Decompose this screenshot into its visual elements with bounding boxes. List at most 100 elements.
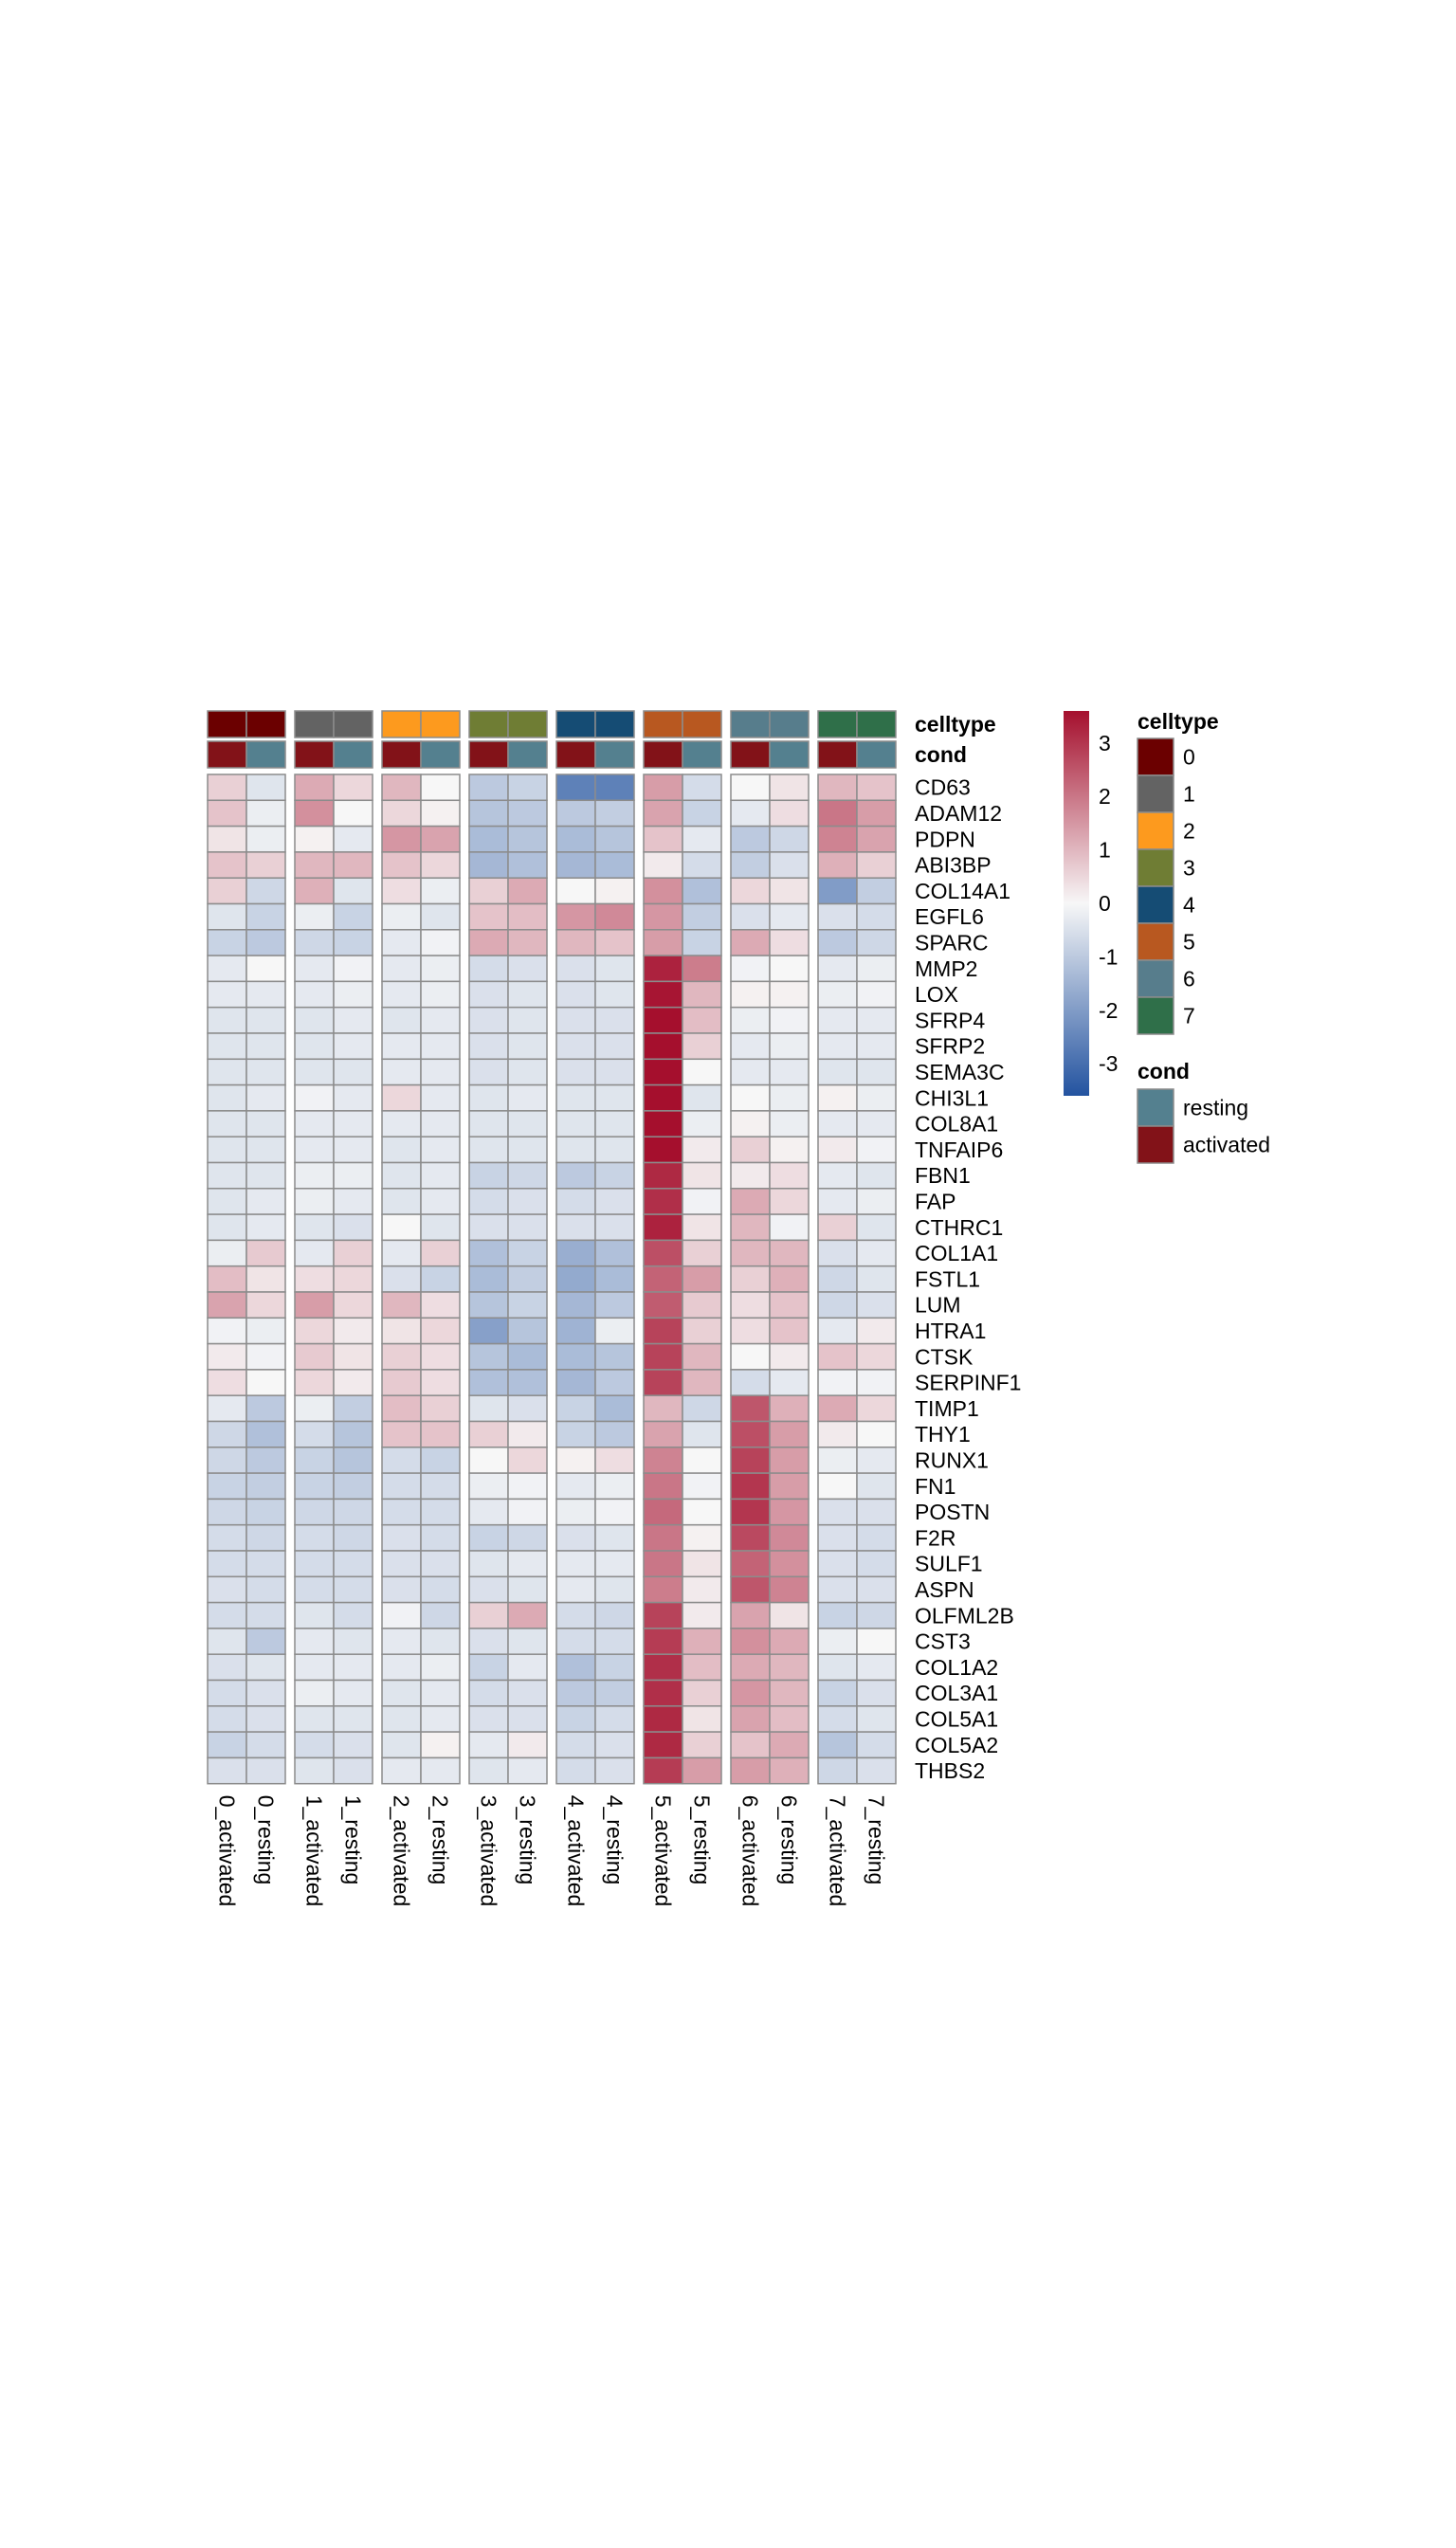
heatmap-cell: [594, 1213, 635, 1242]
celltype-legend-swatch: [1137, 996, 1174, 1035]
heatmap-cell: [730, 1628, 771, 1655]
heatmap-cell: [246, 1420, 286, 1448]
row-label: CHI3L1: [915, 1085, 989, 1110]
heatmap-cell: [769, 825, 810, 853]
row-label: OLFML2B: [915, 1603, 1014, 1628]
heatmap-cell: [730, 1756, 771, 1785]
row-label: FN1: [915, 1474, 956, 1499]
heatmap-cell: [769, 1161, 810, 1190]
heatmap-cell: [594, 1705, 635, 1733]
heatmap-cell: [381, 1136, 422, 1164]
heatmap-cell: [333, 1291, 373, 1320]
celltype-legend-label: 3: [1183, 856, 1195, 881]
heatmap-cell: [468, 1653, 509, 1682]
heatmap-cell: [682, 1705, 722, 1733]
heatmap-cell: [294, 1291, 335, 1320]
heatmap-cell: [246, 1032, 286, 1061]
heatmap-cell: [381, 1420, 422, 1448]
heatmap-cell: [420, 929, 461, 956]
heatmap-cell: [333, 825, 373, 853]
heatmap-cell: [507, 902, 548, 931]
heatmap-cell: [555, 1628, 596, 1655]
heatmap-cell: [682, 1472, 722, 1501]
heatmap-cell: [381, 1110, 422, 1138]
heatmap-cell: [381, 955, 422, 983]
heatmap-cell: [333, 1265, 373, 1293]
heatmap-cell: [468, 1369, 509, 1396]
heatmap-cell: [294, 1239, 335, 1267]
heatmap-cell: [207, 1601, 247, 1629]
heatmap-cell: [246, 1110, 286, 1138]
heatmap-cell: [555, 1058, 596, 1086]
heatmap-cell: [507, 929, 548, 956]
heatmap-cell: [769, 1342, 810, 1371]
heatmap-cell: [246, 1342, 286, 1371]
heatmap-cell: [207, 1628, 247, 1655]
heatmap-cell: [420, 1058, 461, 1086]
celltype-legend-swatch: [1137, 922, 1174, 961]
heatmap-cell: [643, 1291, 683, 1320]
heatmap-cell: [817, 929, 858, 956]
heatmap-cell: [730, 1291, 771, 1320]
celltype-legend-label: 7: [1183, 1004, 1195, 1028]
celltype-legend-label: 0: [1183, 745, 1195, 770]
heatmap-cell: [507, 851, 548, 879]
heatmap-cell: [682, 1342, 722, 1371]
cond-annotation-cell: [594, 740, 635, 769]
heatmap-cell: [730, 955, 771, 983]
heatmap-cell: [333, 877, 373, 905]
heatmap-cell: [333, 1213, 373, 1242]
heatmap-cell: [856, 799, 897, 828]
heatmap-cell: [468, 1006, 509, 1034]
heatmap-cell: [643, 825, 683, 853]
color-scale-tick-label: -2: [1099, 998, 1118, 1023]
heatmap-cell: [294, 877, 335, 905]
heatmap-cell: [769, 1601, 810, 1629]
heatmap-cell: [594, 851, 635, 879]
heatmap-cell: [294, 1006, 335, 1034]
heatmap-cell: [555, 1705, 596, 1733]
heatmap-cell: [769, 1705, 810, 1733]
heatmap-cell: [769, 1213, 810, 1242]
cond-legend-swatch: [1137, 1088, 1174, 1127]
heatmap-cell: [856, 1083, 897, 1112]
heatmap-cell: [682, 1058, 722, 1086]
heatmap-cell: [817, 1317, 858, 1345]
heatmap-cell: [468, 1083, 509, 1112]
heatmap-cell: [769, 1498, 810, 1526]
heatmap-cell: [294, 1756, 335, 1785]
heatmap-cell: [555, 1110, 596, 1138]
celltype-annotation-cell: [682, 710, 722, 738]
heatmap-cell: [817, 825, 858, 853]
heatmap-cell: [207, 1032, 247, 1061]
heatmap-cell: [294, 1136, 335, 1164]
heatmap-cell: [420, 1110, 461, 1138]
heatmap-cell: [420, 774, 461, 802]
heatmap-cell: [643, 1394, 683, 1423]
cond-annotation-cell: [769, 740, 810, 769]
heatmap-cell: [207, 799, 247, 828]
celltype-legend-swatch: [1137, 885, 1174, 924]
heatmap-cell: [507, 1032, 548, 1061]
column-label: 6_resting: [777, 1795, 802, 1885]
heatmap-cell: [730, 1188, 771, 1215]
heatmap-cell: [643, 1058, 683, 1086]
heatmap-cell: [507, 1550, 548, 1578]
celltype-legend-label: 5: [1183, 930, 1195, 955]
heatmap-cell: [207, 1550, 247, 1578]
heatmap-cell: [420, 1731, 461, 1759]
row-label: SERPINF1: [915, 1371, 1021, 1395]
heatmap-cell: [507, 1472, 548, 1501]
heatmap-cell: [594, 1317, 635, 1345]
heatmap-cell: [207, 1291, 247, 1320]
heatmap-cell: [507, 1239, 548, 1267]
heatmap-cell: [817, 1550, 858, 1578]
heatmap-cell: [856, 980, 897, 1009]
celltype-annotation-cell: [643, 710, 683, 738]
heatmap-cell: [555, 1498, 596, 1526]
heatmap-cell: [817, 980, 858, 1009]
row-label: SEMA3C: [915, 1060, 1005, 1084]
heatmap-cell: [507, 1161, 548, 1190]
celltype-annotation-cell: [817, 710, 858, 738]
heatmap-cell: [207, 1006, 247, 1034]
